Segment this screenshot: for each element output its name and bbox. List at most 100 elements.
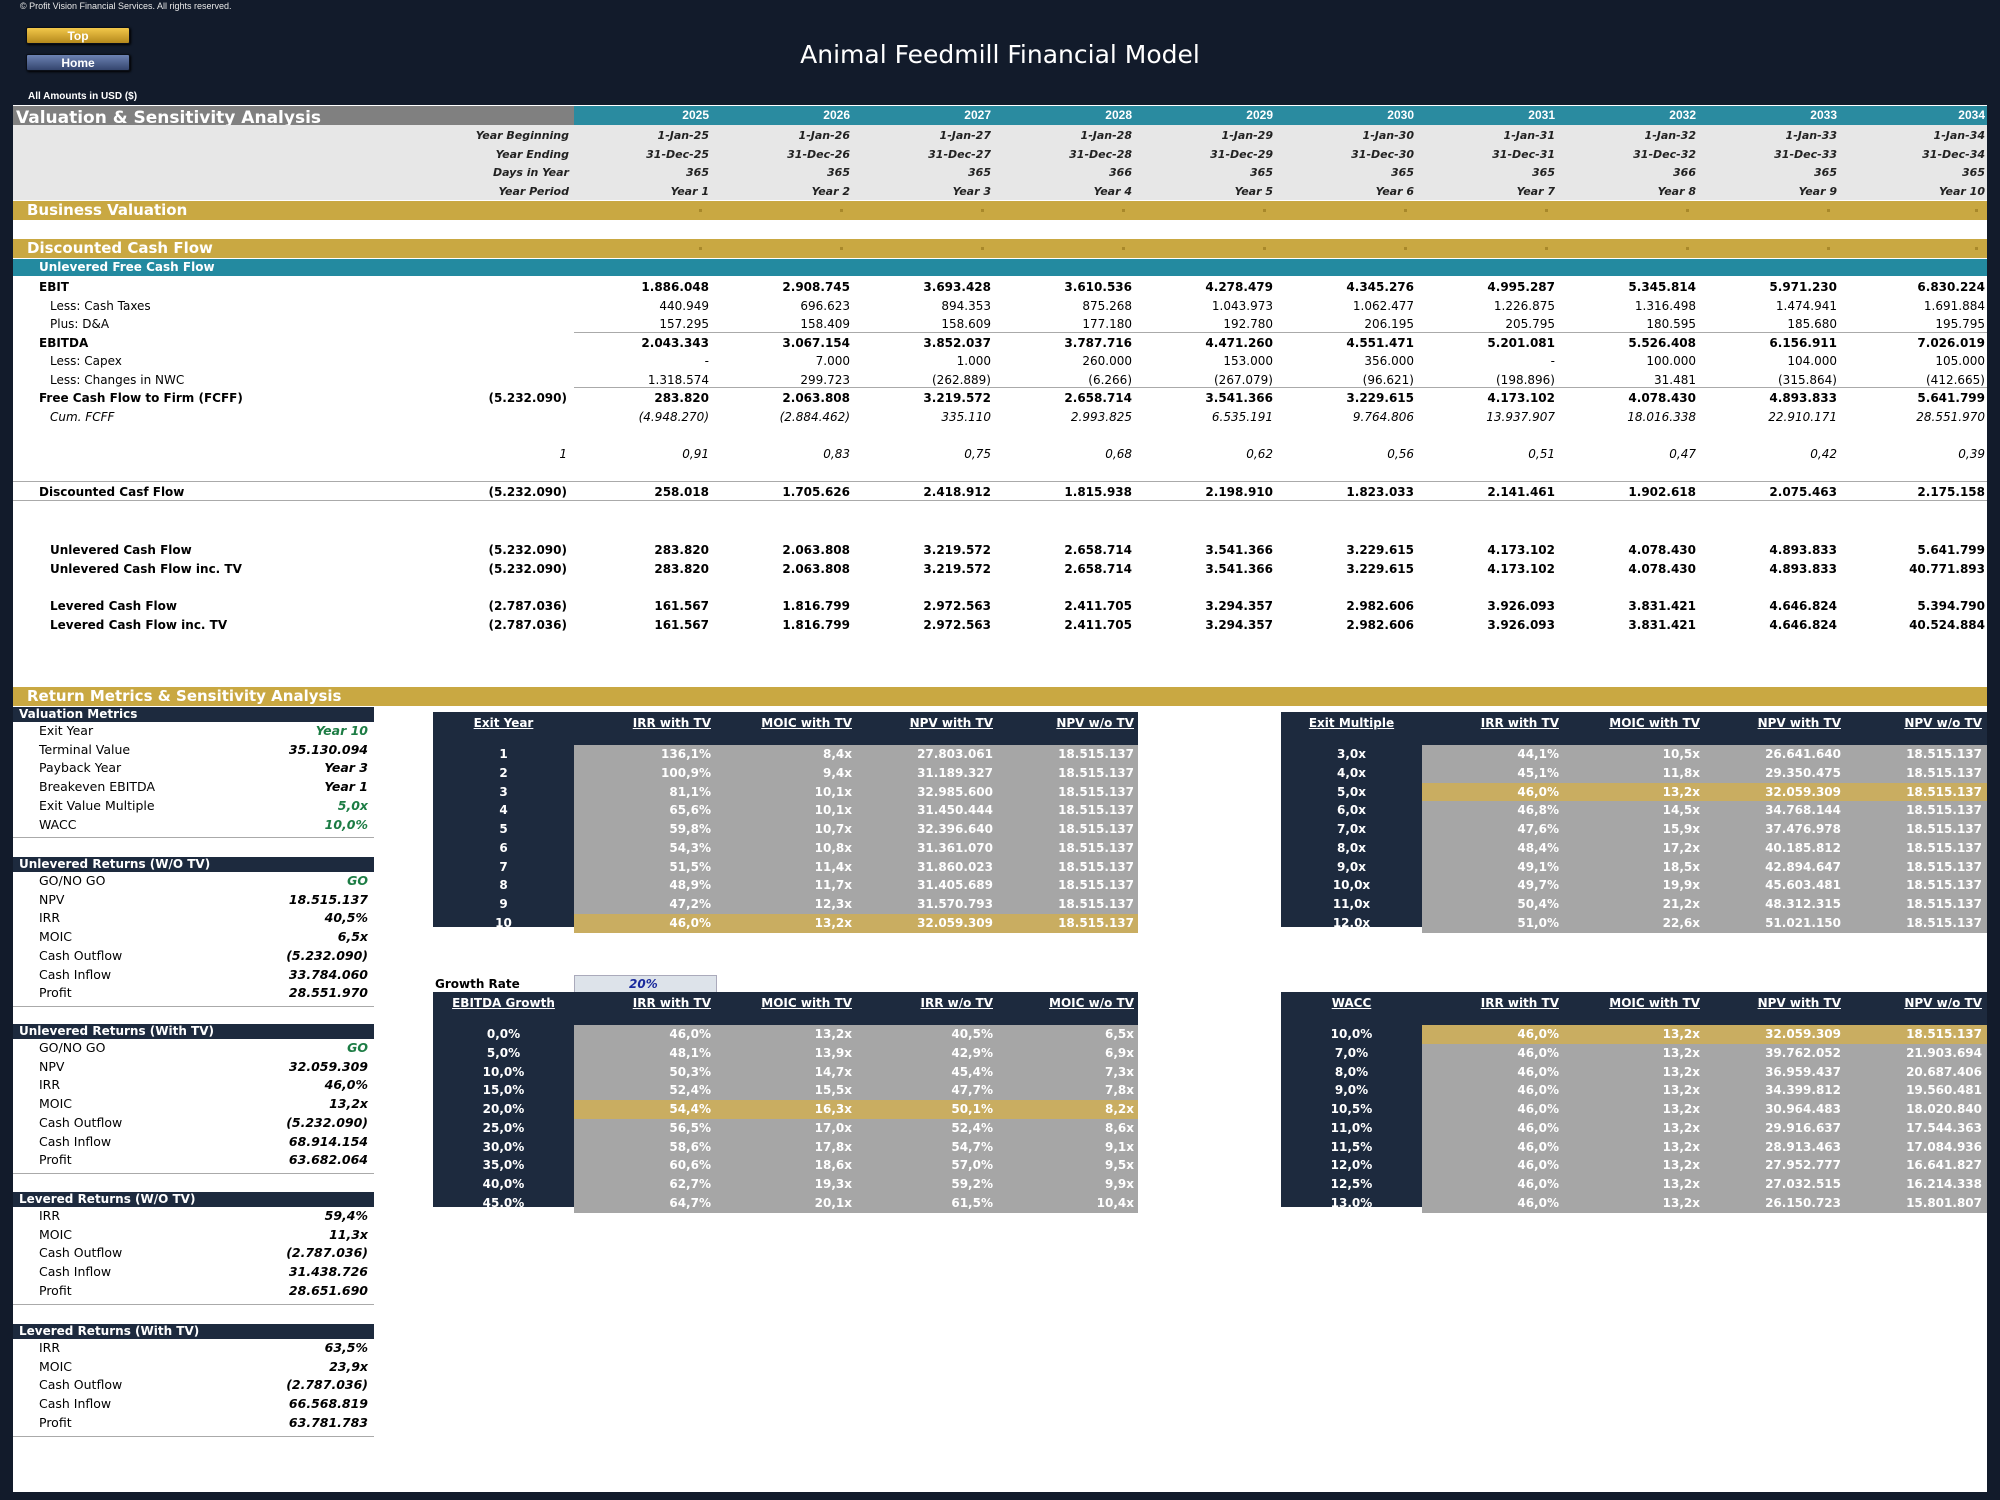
table-cell: 17.544.363 (1906, 1120, 1982, 1135)
dcf-cell: 0,68 (1105, 447, 1132, 461)
table-key: 11,5% (1330, 1139, 1373, 1154)
table-cell: 27.952.777 (1765, 1158, 1841, 1173)
panel-value: 63,5% (324, 1340, 368, 1355)
dcf-cell: 161.567 (654, 599, 709, 613)
table-cell: 18.020.840 (1906, 1102, 1982, 1116)
table-header: IRR with TV (1480, 996, 1559, 1010)
panel-label: Terminal Value (39, 741, 131, 757)
panel-label: Cash Outflow (39, 947, 123, 963)
dcf-cell: 0,75 (964, 447, 991, 461)
panel-value: GO (347, 1040, 368, 1055)
table-cell: 18.515.137 (1058, 784, 1134, 799)
home-button[interactable]: Home (26, 54, 130, 71)
dcf-row-label: Less: Cash Taxes (50, 299, 151, 313)
table-cell: 34.768.144 (1765, 803, 1841, 818)
timeline-cell: 1-Jan-34 (1933, 129, 1985, 142)
dcf-cell: 177.180 (1082, 317, 1132, 331)
dcf-cell: 2.982.606 (1346, 599, 1414, 613)
table-cell: 59,8% (669, 822, 711, 836)
dcf-cell: 161.567 (654, 618, 709, 632)
table-row (1422, 857, 1987, 877)
table-key: 11,0x (1332, 897, 1371, 911)
table-cell: 27.803.061 (917, 747, 993, 761)
table-cell: 20,1x (814, 1195, 852, 1210)
timeline-cell: 1-Jan-32 (1644, 129, 1696, 142)
dcf-cell: 283.820 (654, 543, 709, 557)
timeline-label: Year Ending (495, 148, 569, 161)
dcf-row-total: 1 (559, 447, 567, 461)
top-button[interactable]: Top (26, 27, 130, 44)
dcf-cell: 4.078.430 (1628, 562, 1696, 576)
table-cell: 17,0x (814, 1120, 852, 1135)
panel-value: 59,4% (324, 1208, 368, 1223)
dcf-cell: 2.658.714 (1064, 543, 1132, 557)
table-cell: 13,2x (1662, 1120, 1700, 1135)
year-header: 2031 (1528, 108, 1555, 122)
table-cell: 39.762.052 (1765, 1045, 1841, 1060)
timeline-cell: 365 (1962, 166, 1985, 179)
panel-value: Year 3 (324, 760, 368, 776)
dcf-cell: 3.229.615 (1346, 391, 1414, 405)
dcf-cell: (2.884.462) (779, 410, 850, 424)
dcf-cell: 260.000 (1082, 354, 1132, 368)
bar-marker (840, 247, 843, 250)
table-row (574, 763, 1138, 783)
table-cell: 19,3x (814, 1177, 852, 1191)
returns-bar: Return Metrics & Sensitivity Analysis (13, 687, 1987, 706)
dcf-row-total: (2.787.036) (488, 618, 567, 632)
table-key: 4,0x (1337, 765, 1366, 780)
timeline-cell: 366 (1673, 166, 1696, 179)
table-cell: 7,8x (1105, 1083, 1134, 1098)
table-cell: 13,2x (1662, 1177, 1700, 1191)
dcf-cell: 3.831.421 (1628, 599, 1696, 613)
panel-value: 10,0% (324, 816, 368, 832)
table-cell: 27.032.515 (1765, 1177, 1841, 1191)
bar-marker (981, 247, 984, 250)
year-header: 2029 (1246, 108, 1273, 122)
table-row (574, 820, 1138, 839)
dcf-cell: 2.993.825 (1070, 410, 1132, 424)
table-cell: 18.515.137 (1058, 897, 1134, 911)
table-cell: 15,9x (1662, 822, 1700, 836)
panel-label: Cash Outflow (39, 1245, 123, 1261)
table-cell: 46,0% (1517, 1158, 1559, 1173)
dcf-cell: 3.294.357 (1205, 599, 1273, 613)
table-cell: 18.515.137 (1906, 803, 1982, 818)
panel-rule (13, 1005, 374, 1007)
timeline-cell: 1-Jan-30 (1362, 129, 1414, 142)
panel-value: 63.682.064 (288, 1152, 368, 1168)
panel-label: MOIC (39, 1358, 73, 1374)
growth-rate-input[interactable]: 20% (574, 975, 717, 993)
table-cell: 19.560.481 (1906, 1083, 1982, 1098)
dcf-row-total: (5.232.090) (488, 562, 567, 576)
table-cell: 9,4x (823, 765, 852, 780)
timeline-cell: 31-Dec-34 (1922, 148, 1985, 161)
dcf-cell: 299.723 (800, 373, 850, 387)
table-cell: 13,2x (1662, 1083, 1700, 1098)
dcf-cell: 13.937.907 (1486, 410, 1555, 424)
business-valuation-bar: Business Valuation (13, 201, 1987, 220)
dcf-cell: 5.394.790 (1917, 599, 1985, 613)
dcf-cell: 3.852.037 (923, 336, 991, 350)
timeline-cell: 31-Dec-30 (1351, 148, 1414, 161)
panel-label: Profit (39, 1152, 72, 1168)
dcf-cell: 4.995.287 (1487, 280, 1555, 294)
table-key: 5,0x (1337, 784, 1366, 799)
table-key: 15,0% (482, 1083, 525, 1098)
table-row (1422, 745, 1987, 764)
table-cell: 16.214.338 (1906, 1177, 1982, 1191)
dcf-cell: 696.623 (800, 299, 850, 313)
table-cell: 51,5% (669, 859, 711, 874)
table-cell: 17,2x (1662, 840, 1700, 855)
dcf-cell: 4.893.833 (1769, 543, 1837, 557)
table-cell: 11,7x (814, 878, 852, 893)
panel-label: Cash Inflow (39, 1264, 112, 1280)
panel-label: GO/NO GO (39, 873, 106, 888)
dcf-cell: 356.000 (1364, 354, 1414, 368)
table-cell: 31.860.023 (917, 859, 993, 874)
table-cell: 10,4x (1096, 1195, 1134, 1210)
dcf-cell: 3.541.366 (1205, 543, 1273, 557)
timeline-cell: Year 8 (1657, 185, 1696, 198)
dcf-row-label: Unlevered Cash Flow (50, 543, 192, 557)
table-row (574, 1175, 1138, 1194)
